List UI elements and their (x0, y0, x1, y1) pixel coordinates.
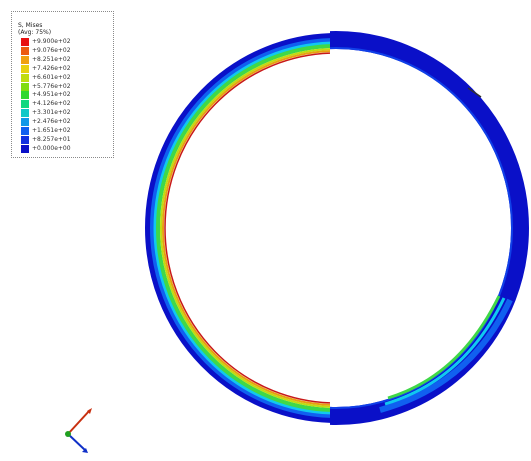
ring-band-orange (162, 50, 330, 406)
legend-value: +6.601e+02 (32, 73, 71, 81)
ring-seam-line (467, 87, 482, 98)
legend-swatch (21, 91, 29, 100)
ring-band-yellow (160, 48, 330, 408)
legend-swatch (21, 46, 29, 55)
legend-value: +1.651e+02 (32, 127, 71, 134)
ring-graded-region (145, 33, 330, 423)
legend-swatch (21, 38, 29, 46)
x-axis-arrowhead (82, 448, 88, 453)
legend-swatch (21, 82, 29, 91)
legend-title: S, Mises (18, 22, 43, 29)
ring-transition-green (387, 295, 501, 400)
ring-blue-inner-edge (330, 47, 513, 409)
legend-swatch (21, 135, 29, 144)
z-axis-marker (65, 431, 71, 437)
ring-outer-band (145, 33, 330, 423)
legend-value: +8.257e+01 (32, 135, 71, 143)
ring-low-stress-region (330, 31, 529, 425)
legend-swatch (21, 55, 29, 64)
legend-value: +7.426e+02 (32, 64, 71, 72)
x-axis-arrow (67, 433, 87, 452)
legend-swatch (21, 64, 29, 73)
legend-value: +8.251e+02 (32, 55, 71, 63)
legend-value: +4.126e+02 (32, 100, 71, 108)
ring-band-red (164, 52, 330, 404)
legend-value: +0.000e+00 (32, 144, 71, 152)
ring-band-blue (150, 38, 330, 418)
legend-value: +9.900e+02 (32, 38, 71, 45)
legend-swatch (21, 144, 29, 153)
ring-blue-section (330, 31, 529, 425)
ring-band-cyan (153, 41, 330, 415)
legend-swatch (21, 118, 29, 127)
y-axis-arrowhead (87, 408, 92, 414)
legend-value: +4.951e+02 (32, 91, 71, 99)
legend-value: +2.476e+02 (32, 118, 71, 126)
stress-legend[interactable]: S, Mises (Avg: 75%) +9.900e+02 +9.076e+02… (11, 11, 114, 158)
legend-subtitle: (Avg: 75%) (18, 29, 52, 36)
legend-value: +3.301e+02 (32, 109, 71, 117)
axis-triad[interactable] (54, 401, 100, 459)
legend-value: +5.776e+02 (32, 82, 71, 90)
legend-swatch (21, 127, 29, 135)
ring-band-green (156, 44, 330, 412)
legend-swatch (21, 100, 29, 109)
y-axis-arrow (67, 409, 91, 435)
ring-transition-band (379, 298, 513, 413)
legend-swatch (21, 73, 29, 82)
ring-transition-cyan (384, 297, 506, 406)
legend-value: +9.076e+02 (32, 46, 71, 54)
legend-swatch (21, 109, 29, 118)
